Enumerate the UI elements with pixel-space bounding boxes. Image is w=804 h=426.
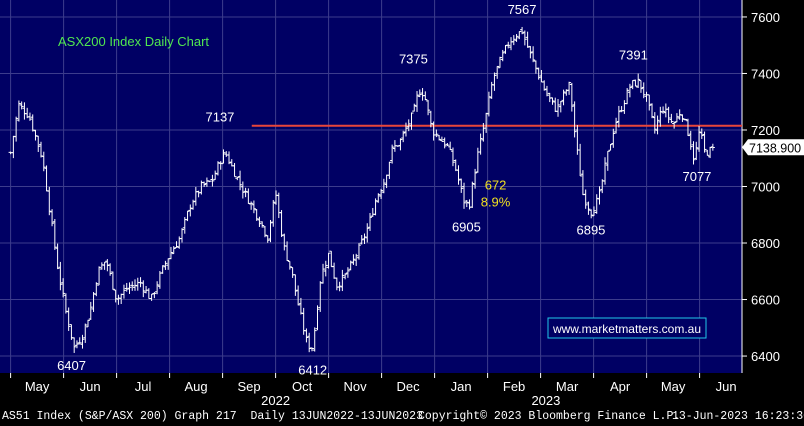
y-tick-label: 7400 [751,66,780,81]
y-tick-label: 6600 [751,293,780,308]
x-tick-label: Sep [238,379,261,394]
watermark-box [547,317,707,339]
x-tick-label: Dec [397,379,421,394]
x-tick-label: Jun [80,379,101,394]
price-annotation: 8.9% [481,194,511,209]
price-annotation: 7077 [682,169,711,184]
footer-copyright: Copyright© 2023 Bloomberg Finance L.P. [418,410,681,423]
price-annotation: 7375 [399,52,428,67]
price-annotation: 6905 [452,220,481,235]
x-tick-label: Aug [185,379,208,394]
y-tick-label: 7000 [751,180,780,195]
x-tick-label: May [25,379,50,394]
x-tick-label: Jul [135,379,152,394]
footer-timestamp: 13-Jun-2023 16:23:30 [672,410,804,423]
footer-security-info: AS51 Index (S&P/ASX 200) Graph 217 Daily… [2,410,423,423]
price-annotation: 6412 [298,362,327,377]
watermark-text: www.marketmatters.com.au [552,322,701,336]
year-label: 2023 [531,393,560,408]
y-tick-label: 7600 [751,10,780,25]
x-tick-label: Jan [451,379,472,394]
price-annotation: 6895 [576,223,605,238]
price-annotation: 7567 [508,2,537,17]
price-annotation: 7137 [205,110,234,125]
price-annotation: 6407 [57,358,86,373]
chart-canvas: 6400 6600 6800 7000 7200 7400 7600 6407 7137 6412… [0,0,804,408]
y-tick-label: 6800 [751,236,780,251]
y-tick-label: 6400 [751,349,780,364]
y-tick-label: 7200 [751,123,780,138]
last-price-label: 7138.900 [749,141,801,155]
x-tick-label: Feb [503,379,525,394]
x-tick-label: Mar [556,379,579,394]
year-label: 2022 [261,393,290,408]
x-tick-label: Jun [716,379,737,394]
x-tick-label: Nov [344,379,368,394]
last-price-badge [742,139,804,156]
price-annotation: 672 [485,177,507,192]
chart-title: ASX200 Index Daily Chart [58,34,209,49]
chart-footer: AS51 Index (S&P/ASX 200) Graph 217 Daily… [0,408,804,426]
price-annotation: 7391 [619,47,648,62]
x-tick-label: Apr [610,379,631,394]
x-tick-label: Oct [292,379,313,394]
x-tick-label: May [661,379,686,394]
